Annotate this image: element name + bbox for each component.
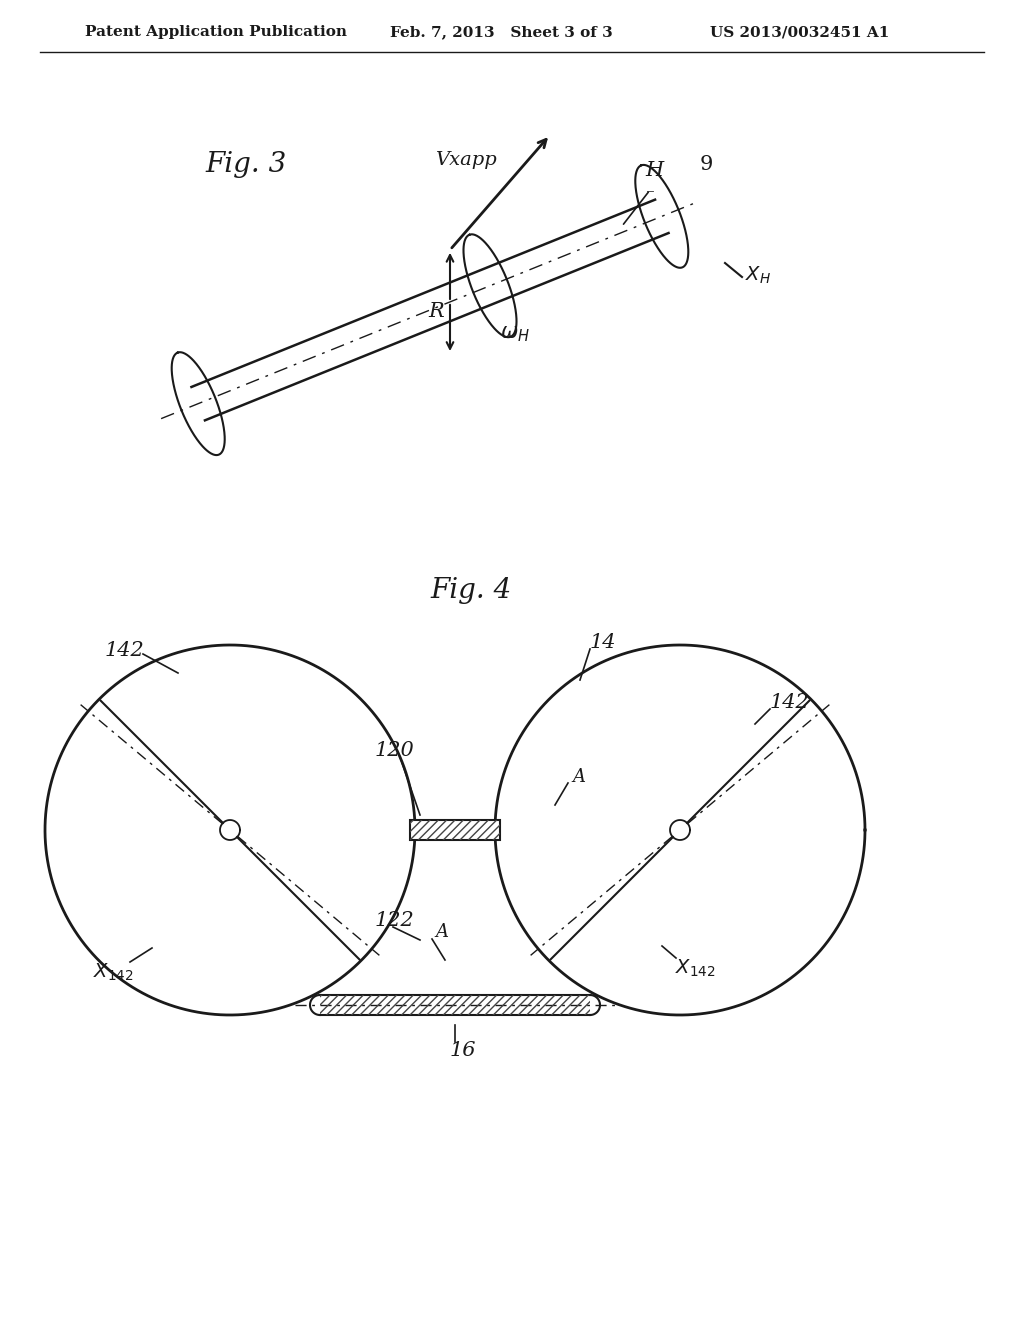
Text: H: H xyxy=(645,161,664,180)
Text: 16: 16 xyxy=(450,1040,476,1060)
Text: R: R xyxy=(428,302,443,321)
Bar xyxy=(410,820,500,840)
Text: $X_{142}$: $X_{142}$ xyxy=(93,961,134,982)
Text: $X_{142}$: $X_{142}$ xyxy=(675,957,716,978)
Text: $X_{H}$: $X_{H}$ xyxy=(745,264,771,285)
Text: 9: 9 xyxy=(700,156,714,174)
Text: 142: 142 xyxy=(770,693,810,711)
Text: $\omega_{H}$: $\omega_{H}$ xyxy=(500,323,530,343)
Text: A: A xyxy=(435,923,449,941)
Text: Vxapp: Vxapp xyxy=(435,150,497,169)
Text: 14: 14 xyxy=(590,632,616,652)
Text: Feb. 7, 2013   Sheet 3 of 3: Feb. 7, 2013 Sheet 3 of 3 xyxy=(390,25,612,40)
Text: _: _ xyxy=(647,178,654,191)
Text: Patent Application Publication: Patent Application Publication xyxy=(85,25,347,40)
Text: 122: 122 xyxy=(375,911,415,929)
Text: 142: 142 xyxy=(105,640,144,660)
Text: Fig. 4: Fig. 4 xyxy=(430,577,511,603)
Bar xyxy=(319,995,590,1015)
Text: US 2013/0032451 A1: US 2013/0032451 A1 xyxy=(710,25,890,40)
Text: 120: 120 xyxy=(375,741,415,759)
Bar xyxy=(410,820,500,840)
Text: A: A xyxy=(572,768,585,785)
Text: Fig. 3: Fig. 3 xyxy=(205,152,287,178)
